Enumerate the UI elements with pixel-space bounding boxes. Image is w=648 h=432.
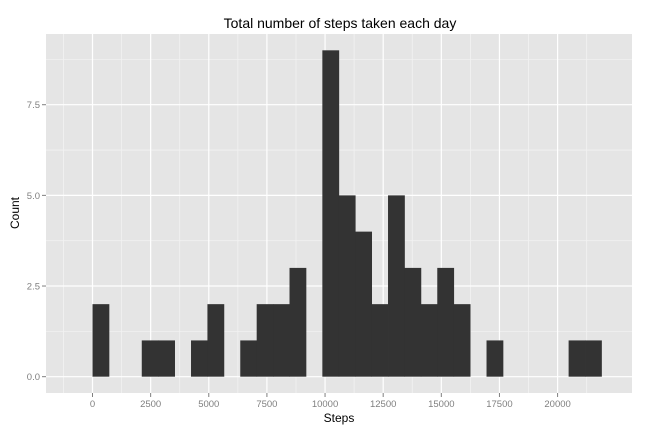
histogram-bar <box>404 267 422 377</box>
x-tick-label: 12500 <box>370 399 396 410</box>
x-tick-label: 5000 <box>198 399 219 410</box>
histogram-bar <box>486 340 504 377</box>
x-tick-label: 10000 <box>312 399 338 410</box>
histogram-bar <box>158 340 175 377</box>
y-tick-label: 7.5 <box>27 100 40 111</box>
histogram-bar <box>256 304 274 377</box>
histogram-bar <box>437 267 455 377</box>
x-tick-label: 7500 <box>256 399 277 410</box>
histogram-bar <box>92 304 110 377</box>
x-axis-label: Steps <box>324 411 355 425</box>
y-tick-label: 0.0 <box>27 372 40 383</box>
histogram-bars <box>92 50 602 377</box>
x-axis-ticks: 0 2500 5000 7500 10000 12500 15000 17500 20000 <box>90 393 571 410</box>
x-tick-label: 17500 <box>486 399 512 410</box>
y-axis-ticks: 0.0 2.5 5.0 7.5 <box>27 100 46 383</box>
y-tick-label: 2.5 <box>27 282 40 293</box>
x-tick-label: 0 <box>90 399 95 410</box>
histogram-bar <box>273 304 290 377</box>
chart-title: Total number of steps taken each day <box>224 15 457 31</box>
histogram-bar <box>338 195 356 377</box>
histogram-bar <box>585 340 602 377</box>
y-axis-label: Count <box>8 196 22 229</box>
histogram-bar <box>207 304 225 377</box>
histogram-bar <box>568 340 586 377</box>
y-tick-label: 5.0 <box>27 191 40 202</box>
histogram-bar <box>453 304 471 377</box>
histogram-bar <box>420 304 438 377</box>
histogram-bar <box>355 231 373 377</box>
x-tick-label: 2500 <box>140 399 161 410</box>
x-tick-label: 15000 <box>428 399 454 410</box>
x-tick-label: 20000 <box>544 399 570 410</box>
histogram-bar <box>371 304 389 377</box>
histogram-bar <box>388 195 405 377</box>
histogram-bar <box>322 50 340 377</box>
histogram-bar <box>289 267 307 377</box>
histogram-bar <box>191 340 208 377</box>
histogram-bar <box>141 340 159 377</box>
histogram-bar <box>240 340 258 377</box>
